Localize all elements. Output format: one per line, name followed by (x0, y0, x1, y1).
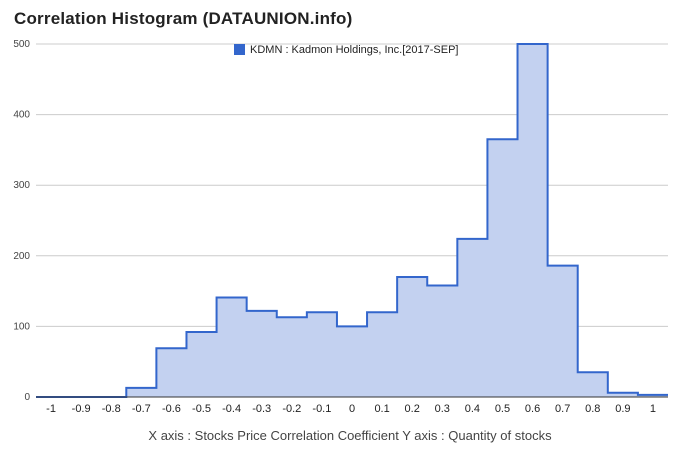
y-tick-label: 500 (13, 39, 30, 50)
x-tick-label: -0.7 (132, 403, 151, 415)
legend-swatch (234, 44, 245, 55)
legend[interactable]: KDMN : Kadmon Holdings, Inc.[2017-SEP] (234, 44, 458, 56)
histogram-fill (36, 44, 668, 397)
x-tick-label: -0.8 (102, 403, 121, 415)
legend-label: KDMN : Kadmon Holdings, Inc.[2017-SEP] (250, 44, 458, 56)
y-tick-label: 200 (13, 251, 30, 262)
x-tick-label: 0.3 (435, 403, 450, 415)
x-tick-label: 0.4 (465, 403, 480, 415)
histogram-bin[interactable] (277, 317, 307, 397)
x-tick-label: -0.2 (282, 403, 301, 415)
histogram-bin[interactable] (217, 297, 247, 397)
y-tick-label: 300 (13, 180, 30, 191)
y-tick-label: 400 (13, 110, 30, 121)
histogram-bin[interactable] (548, 266, 578, 397)
x-tick-label: -1 (46, 403, 56, 415)
histogram-bin[interactable] (427, 285, 457, 397)
x-tick-label: -0.6 (162, 403, 181, 415)
histogram-bin[interactable] (156, 348, 186, 397)
histogram-bin[interactable] (307, 312, 337, 397)
x-tick-label: 0 (349, 403, 355, 415)
histogram-bin[interactable] (397, 277, 427, 397)
x-tick-label: 0.8 (585, 403, 600, 415)
chart-title: Correlation Histogram (DATAUNION.info) (14, 9, 353, 28)
x-axis-ticks: -1 -0.9 -0.8 -0.7 -0.6 -0.5 -0.4 -0.3 -0.2 -0.1 0 0… (46, 403, 656, 415)
histogram-bin[interactable] (487, 139, 517, 397)
histogram-bin[interactable] (186, 332, 216, 397)
x-tick-label: 0.2 (405, 403, 420, 415)
x-tick-label: 1 (650, 403, 656, 415)
x-axis-caption: X axis : Stocks Price Correlation Coeffi… (148, 428, 552, 443)
y-tick-label: 0 (24, 392, 30, 403)
histogram-bin[interactable] (457, 239, 487, 397)
x-tick-label: -0.3 (252, 403, 271, 415)
histogram-bin[interactable] (518, 44, 548, 397)
histogram-bin[interactable] (337, 326, 367, 397)
histogram-bin[interactable] (247, 311, 277, 397)
x-tick-label: 0.5 (495, 403, 510, 415)
x-tick-label: -0.5 (192, 403, 211, 415)
x-tick-label: 0.7 (555, 403, 570, 415)
x-tick-label: -0.9 (72, 403, 91, 415)
histogram-area (36, 43, 668, 398)
x-tick-label: 0.6 (525, 403, 540, 415)
histogram-bin[interactable] (367, 312, 397, 397)
x-tick-label: -0.1 (312, 403, 331, 415)
y-axis-ticks: 0 100 200 300 400 500 (13, 39, 30, 403)
x-tick-label: 0.9 (615, 403, 630, 415)
x-tick-label: -0.4 (222, 403, 241, 415)
histogram-bin[interactable] (578, 372, 608, 397)
histogram-bin[interactable] (126, 388, 156, 397)
y-tick-label: 100 (13, 321, 30, 332)
x-tick-label: 0.1 (374, 403, 389, 415)
histogram-outline (36, 43, 668, 398)
